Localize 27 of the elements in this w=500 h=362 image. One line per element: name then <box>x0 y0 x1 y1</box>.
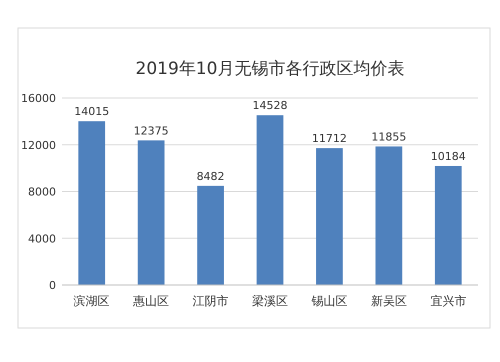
chart-title: 2019年10月无锡市各行政区均价表 <box>136 59 404 79</box>
bar <box>256 115 284 285</box>
x-tick-label: 新吴区 <box>370 294 407 308</box>
x-tick-label: 江阴市 <box>192 294 229 308</box>
y-tick-label: 16000 <box>21 92 56 105</box>
y-tick-label: 4000 <box>28 232 56 246</box>
data-label: 11855 <box>371 130 406 144</box>
x-tick-label: 梁溪区 <box>252 294 288 308</box>
x-tick-label: 滨湖区 <box>74 294 110 308</box>
x-tick-label: 宜兴市 <box>430 294 466 308</box>
y-tick-label: 12000 <box>21 138 56 152</box>
data-label: 14015 <box>74 105 110 118</box>
data-label: 10184 <box>430 150 466 163</box>
bar <box>375 146 402 285</box>
y-tick-label: 8000 <box>28 186 56 198</box>
data-label: 8482 <box>196 170 225 183</box>
data-label: 11712 <box>312 132 347 146</box>
data-label: 12375 <box>134 124 169 138</box>
bar <box>138 140 165 285</box>
x-tick-label: 惠山区 <box>132 294 170 308</box>
bar <box>316 148 343 285</box>
x-tick-label: 锡山区 <box>310 294 348 308</box>
bar <box>434 166 462 285</box>
data-label: 14528 <box>252 99 288 112</box>
bar <box>197 186 224 285</box>
bar <box>78 121 106 285</box>
y-tick-label: 0 <box>49 279 56 292</box>
